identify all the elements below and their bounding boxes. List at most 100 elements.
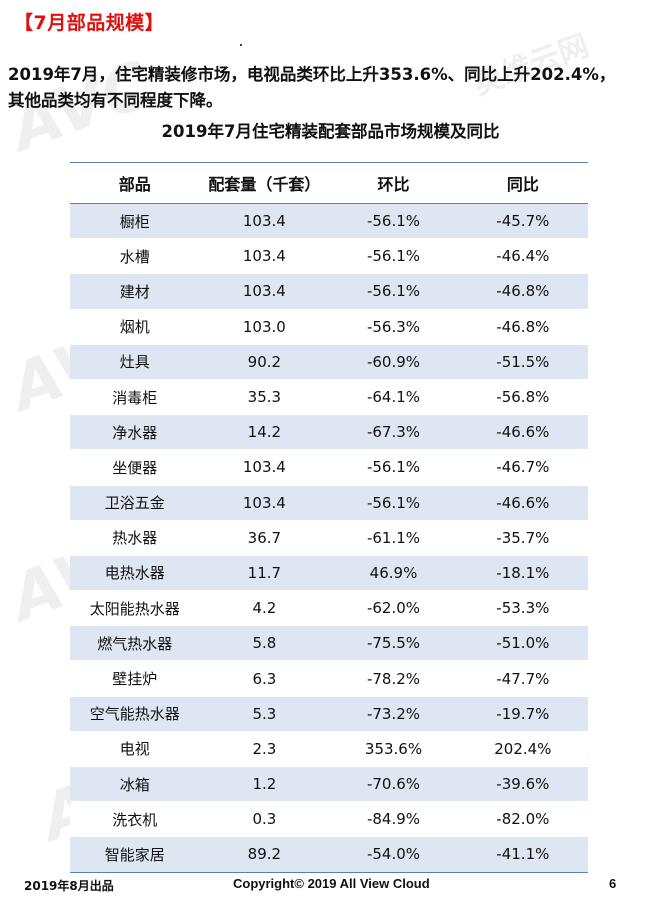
summary-text: 2019年7月，住宅精装修市场，电视品类环比上升353.6%、同比上升202.4… [8, 62, 658, 114]
table-row: 燃气热水器 5.8 -75.5% -51.0% [70, 625, 588, 662]
cell-yoy: -46.8% [457, 273, 588, 310]
cell-item: 热水器 [70, 520, 200, 556]
table-row: 消毒柜 35.3 -64.1% -56.8% [70, 379, 588, 416]
cell-item: 壁挂炉 [70, 660, 200, 697]
table-row: 净水器 14.2 -67.3% -46.6% [70, 414, 588, 451]
table-row: 空气能热水器 5.3 -73.2% -19.7% [70, 696, 588, 732]
footer-copyright: Copyright© 2019 All View Cloud [233, 876, 430, 891]
cell-item: 建材 [70, 273, 200, 310]
cell-yoy: -46.8% [457, 309, 588, 345]
cell-yoy: -53.3% [457, 590, 588, 627]
cell-volume: 14.2 [199, 414, 330, 451]
cell-yoy: -82.0% [457, 801, 588, 838]
cell-item: 空气能热水器 [70, 696, 200, 732]
column-header-yoy: 同比 [457, 162, 588, 204]
section-title: 【7月部品规模】 [14, 12, 165, 34]
cell-volume: 35.3 [199, 379, 330, 416]
cell-mom: -75.5% [329, 625, 458, 662]
cell-yoy: -46.7% [457, 449, 588, 486]
cell-yoy: -18.1% [457, 555, 588, 592]
page-number: 6 [609, 876, 617, 891]
cell-yoy: -51.0% [457, 625, 588, 662]
table-row: 电视 2.3 353.6% 202.4% [70, 731, 588, 768]
cell-volume: 0.3 [199, 801, 330, 838]
table-row: 烟机 103.0 -56.3% -46.8% [70, 309, 588, 345]
cell-yoy: -46.6% [457, 485, 588, 521]
cell-item: 灶具 [70, 344, 200, 380]
cell-mom: -60.9% [329, 344, 458, 380]
cell-mom: 353.6% [329, 731, 458, 768]
table-row: 水槽 103.4 -56.1% -46.4% [70, 238, 588, 275]
table-row: 橱柜 103.4 -56.1% -45.7% [70, 203, 588, 240]
cell-item: 烟机 [70, 309, 200, 345]
cell-yoy: -19.7% [457, 696, 588, 732]
cell-volume: 2.3 [199, 731, 330, 768]
cell-mom: 46.9% [329, 555, 458, 592]
cell-mom: -73.2% [329, 696, 458, 732]
summary-line-2: 其他品类均有不同程度下降。 [8, 91, 223, 110]
cell-yoy: -35.7% [457, 520, 588, 556]
cell-mom: -56.1% [329, 485, 458, 521]
column-header-volume: 配套量（千套） [199, 162, 330, 204]
table-row: 热水器 36.7 -61.1% -35.7% [70, 520, 588, 556]
cell-item: 净水器 [70, 414, 200, 451]
cell-mom: -61.1% [329, 520, 458, 556]
cell-item: 水槽 [70, 238, 200, 275]
table-row: 壁挂炉 6.3 -78.2% -47.7% [70, 660, 588, 697]
cell-item: 智能家居 [70, 836, 200, 873]
cell-item: 消毒柜 [70, 379, 200, 416]
table-title: 2019年7月住宅精装配套部品市场规模及同比 [161, 122, 500, 141]
cell-volume: 103.4 [199, 485, 330, 521]
cell-item: 橱柜 [70, 203, 200, 240]
cell-volume: 36.7 [199, 520, 330, 556]
cell-volume: 103.4 [199, 449, 330, 486]
cell-yoy: 202.4% [457, 731, 588, 768]
cell-volume: 11.7 [199, 555, 330, 592]
cell-mom: -64.1% [329, 379, 458, 416]
cell-yoy: -41.1% [457, 836, 588, 873]
cell-yoy: -56.8% [457, 379, 588, 416]
table-row: 建材 103.4 -56.1% -46.8% [70, 273, 588, 310]
cell-mom: -56.1% [329, 203, 458, 240]
cell-mom: -56.3% [329, 309, 458, 345]
cell-item: 冰箱 [70, 766, 200, 803]
cell-mom: -56.1% [329, 238, 458, 275]
cell-mom: -78.2% [329, 660, 458, 697]
cell-item: 坐便器 [70, 449, 200, 486]
cell-volume: 5.3 [199, 696, 330, 732]
table-row: 智能家居 89.2 -54.0% -41.1% [70, 836, 588, 873]
cell-item: 卫浴五金 [70, 485, 200, 521]
column-header-item: 部品 [70, 162, 200, 204]
cell-volume: 103.0 [199, 309, 330, 345]
cell-mom: -56.1% [329, 273, 458, 310]
table-row: 坐便器 103.4 -56.1% -46.7% [70, 449, 588, 486]
cell-mom: -62.0% [329, 590, 458, 627]
cell-yoy: -39.6% [457, 766, 588, 803]
market-size-table: 部品 配套量（千套） 环比 同比 橱柜 103.4 -56.1% -45.7% 水槽 10… [70, 162, 588, 873]
cell-mom: -54.0% [329, 836, 458, 873]
table-row: 冰箱 1.2 -70.6% -39.6% [70, 766, 588, 803]
cell-item: 洗衣机 [70, 801, 200, 838]
cell-yoy: -51.5% [457, 344, 588, 380]
cell-item: 太阳能热水器 [70, 590, 200, 627]
cell-item: 燃气热水器 [70, 625, 200, 662]
cell-item: 电视 [70, 731, 200, 768]
cell-volume: 103.4 [199, 273, 330, 310]
cell-yoy: -47.7% [457, 660, 588, 697]
cell-volume: 4.2 [199, 590, 330, 627]
cell-volume: 103.4 [199, 238, 330, 275]
cell-mom: -56.1% [329, 449, 458, 486]
cell-volume: 1.2 [199, 766, 330, 803]
cell-mom: -67.3% [329, 414, 458, 451]
cell-volume: 90.2 [199, 344, 330, 380]
table-row: 灶具 90.2 -60.9% -51.5% [70, 344, 588, 380]
cell-item: 电热水器 [70, 555, 200, 592]
table-header-row: 部品 配套量（千套） 环比 同比 [70, 162, 588, 204]
cell-yoy: -45.7% [457, 203, 588, 240]
cell-volume: 5.8 [199, 625, 330, 662]
column-header-mom: 环比 [329, 162, 458, 204]
cell-volume: 6.3 [199, 660, 330, 697]
speck [240, 44, 242, 46]
cell-volume: 89.2 [199, 836, 330, 873]
cell-yoy: -46.6% [457, 414, 588, 451]
